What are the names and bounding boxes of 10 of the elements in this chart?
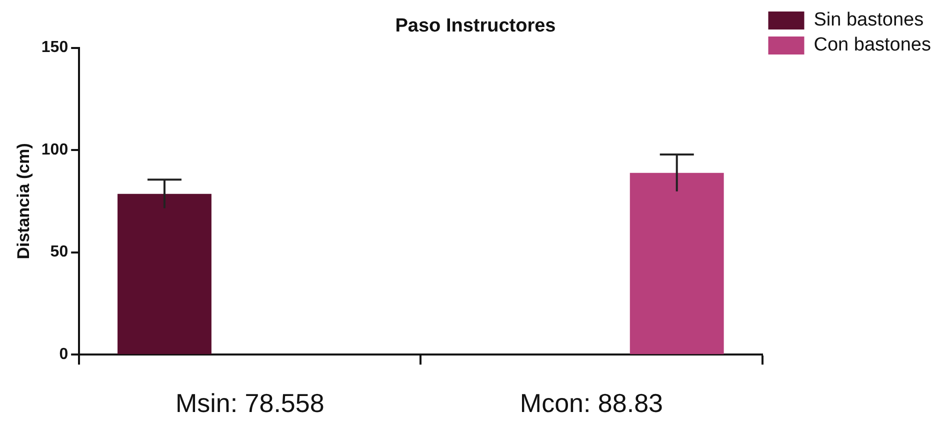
y-tick-label: 50 (50, 244, 68, 261)
y-tick-label: 150 (41, 39, 68, 56)
y-tick-label: 0 (59, 346, 68, 364)
legend-label: Sin bastones (814, 10, 924, 31)
y-tick-label: 100 (41, 141, 68, 158)
legend-label: Con bastones (814, 34, 932, 56)
chart-title: Paso Instructores (395, 16, 556, 37)
y-axis-title: Distancia (cm) (14, 143, 33, 260)
text: Mcon: 88.83 (520, 388, 663, 419)
text: Msin: 78.558 (175, 388, 324, 419)
